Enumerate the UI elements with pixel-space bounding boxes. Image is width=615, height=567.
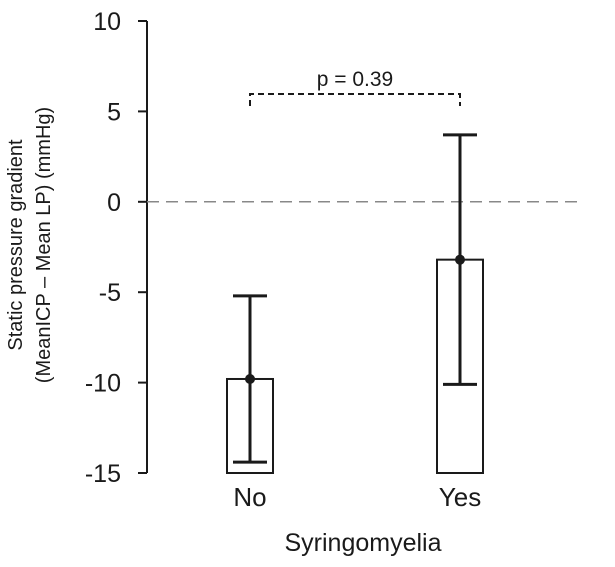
y-tick-label: 5: [107, 98, 121, 126]
y-tick-label: 0: [107, 189, 121, 217]
y-axis-title-line-2: (MeanICP – Mean LP) (mmHg): [33, 107, 55, 383]
significance-bracket: [249, 93, 461, 106]
mean-point-yes: [455, 254, 465, 265]
y-tick-label: -10: [85, 370, 121, 398]
y-axis-title: Static pressure gradient (MeanICP – Mean…: [5, 107, 55, 383]
x-axis-title: Syringomyelia: [284, 529, 441, 557]
y-tick-label: 10: [93, 8, 121, 36]
x-tick-label: Yes: [439, 482, 481, 512]
y-axis-title-line-1: Static pressure gradient: [5, 139, 27, 351]
y-tick-label: -15: [85, 460, 121, 488]
x-tick-label: No: [233, 482, 266, 512]
mean-point-no: [245, 373, 255, 384]
y-tick-label: -5: [99, 279, 121, 307]
p-value-label: p = 0.39: [317, 68, 393, 91]
